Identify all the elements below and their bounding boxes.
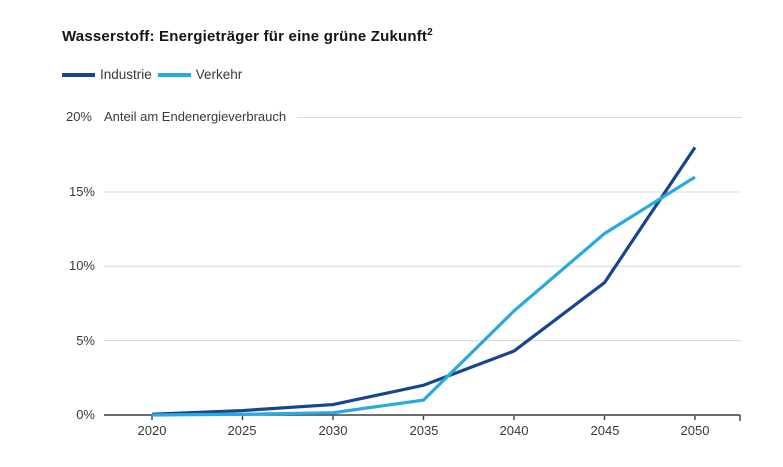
- chart-title-text: Wasserstoff: Energieträger für eine grün…: [62, 28, 428, 45]
- verkehr-line-swatch: [157, 72, 191, 77]
- x-tick-label-2050: 2050: [680, 423, 710, 438]
- gridline-20pct: [297, 116, 742, 118]
- y-tick-label-10: 10%: [68, 258, 95, 273]
- x-tick-label-2025: 2025: [227, 423, 257, 438]
- x-tick-label-2040: 2040: [499, 423, 529, 438]
- chart-title: Wasserstoff: Energieträger für eine grün…: [62, 27, 433, 46]
- legend-label-industrie: Industrie: [100, 67, 152, 82]
- y-axis-header-row: 20% Anteil am Endenergieverbrauch: [62, 109, 742, 124]
- y-tick-label-0: 0%: [76, 407, 95, 422]
- legend-item-verkehr: Verkehr: [157, 67, 243, 82]
- industrie-line-swatch: [62, 72, 95, 77]
- x-tick-label-2035: 2035: [409, 423, 439, 438]
- legend-item-industrie: Industrie: [62, 67, 152, 82]
- x-tick-label-2045: 2045: [590, 423, 620, 438]
- legend: Industrie Verkehr: [62, 67, 242, 82]
- y-axis-title: Anteil am Endenergieverbrauch: [104, 109, 287, 124]
- x-tick-label-2030: 2030: [318, 423, 348, 438]
- footnote-marker: 2: [427, 27, 433, 38]
- y-tick-label-20: 20%: [65, 109, 92, 124]
- x-tick-label-2020: 2020: [137, 423, 167, 438]
- y-tick-label-5: 5%: [76, 333, 95, 348]
- legend-label-verkehr: Verkehr: [195, 67, 243, 82]
- y-tick-label-15: 15%: [68, 184, 95, 199]
- x-axis-labels: 2020 2025 2030 2035 2040 2045 2050: [0, 423, 783, 443]
